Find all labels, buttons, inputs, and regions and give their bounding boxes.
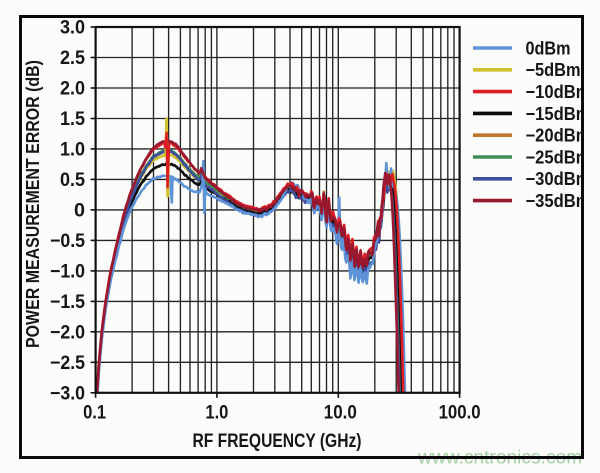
- svg-text:1.5: 1.5: [60, 109, 85, 130]
- svg-text:−2.0: −2.0: [50, 322, 85, 343]
- svg-text:−30dBm: −30dBm: [526, 169, 591, 189]
- svg-text:−10dBm: −10dBm: [526, 82, 591, 102]
- svg-text:0.1: 0.1: [83, 403, 106, 424]
- svg-text:−0.5: −0.5: [50, 231, 85, 252]
- svg-text:−35dBm: −35dBm: [526, 191, 591, 211]
- svg-text:−15dBm: −15dBm: [526, 104, 591, 124]
- svg-text:−20dBm: −20dBm: [526, 126, 591, 146]
- svg-text:RF FREQUENCY (GHz): RF FREQUENCY (GHz): [193, 430, 362, 452]
- svg-text:10.0: 10.0: [324, 403, 357, 424]
- svg-text:1.0: 1.0: [60, 140, 85, 161]
- svg-text:−2.5: −2.5: [50, 353, 85, 374]
- svg-text:−1.5: −1.5: [50, 292, 85, 313]
- svg-text:−25dBm: −25dBm: [526, 147, 591, 167]
- svg-text:0dBm: 0dBm: [526, 38, 571, 58]
- svg-text:−3.0: −3.0: [50, 383, 85, 404]
- svg-text:100.0: 100.0: [439, 403, 481, 424]
- svg-text:3.0: 3.0: [60, 18, 85, 39]
- svg-text:2.0: 2.0: [60, 79, 85, 100]
- svg-text:1.0: 1.0: [205, 403, 228, 424]
- svg-text:POWER MEASUREMENT ERROR (dB): POWER MEASUREMENT ERROR (dB): [22, 60, 43, 348]
- svg-text:0: 0: [74, 201, 85, 222]
- svg-text:2.5: 2.5: [60, 48, 85, 69]
- svg-text:−1.0: −1.0: [50, 262, 85, 283]
- svg-text:0.5: 0.5: [60, 170, 85, 191]
- svg-text:−5dBm: −5dBm: [526, 60, 581, 80]
